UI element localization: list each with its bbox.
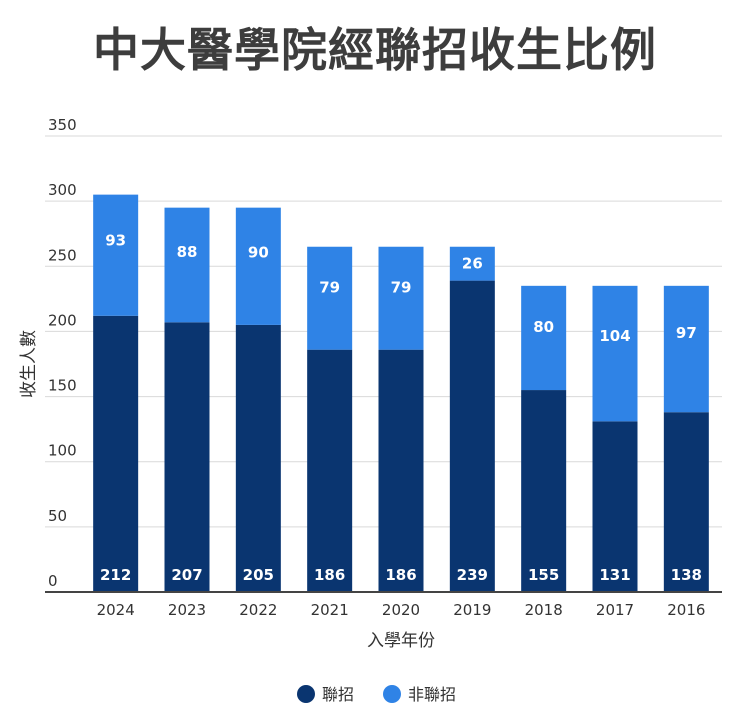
bars bbox=[93, 194, 709, 592]
data-label: 88 bbox=[177, 243, 198, 261]
y-tick-label: 300 bbox=[48, 181, 77, 199]
data-label: 207 bbox=[171, 566, 202, 584]
y-tick-label: 150 bbox=[48, 377, 77, 395]
y-tick-label: 350 bbox=[48, 116, 77, 134]
y-tick-label: 250 bbox=[48, 246, 77, 264]
data-label: 80 bbox=[533, 318, 554, 336]
data-label: 93 bbox=[105, 232, 126, 250]
bar-non-jupas-2017 bbox=[592, 285, 638, 422]
data-label: 155 bbox=[528, 566, 559, 584]
data-label: 138 bbox=[671, 566, 702, 584]
y-tick-label: 100 bbox=[48, 442, 77, 460]
legend: 聯招 非聯招 bbox=[297, 685, 456, 704]
y-tick-label: 0 bbox=[48, 572, 58, 590]
data-label: 90 bbox=[248, 243, 269, 261]
bar-jupas-2024 bbox=[93, 315, 139, 592]
legend-label: 聯招 bbox=[322, 685, 354, 704]
bar-non-jupas-2016 bbox=[663, 285, 709, 413]
data-label: 79 bbox=[319, 279, 340, 297]
bar-jupas-2021 bbox=[307, 349, 353, 592]
bar-non-jupas-2024 bbox=[93, 194, 139, 316]
x-tick-label: 2018 bbox=[525, 601, 563, 619]
legend-label: 非聯招 bbox=[408, 685, 456, 704]
data-label: 131 bbox=[599, 566, 630, 584]
x-tick-label: 2022 bbox=[239, 601, 277, 619]
x-tick-label: 2016 bbox=[667, 601, 705, 619]
data-label: 26 bbox=[462, 255, 483, 273]
bar-non-jupas-2020 bbox=[378, 246, 424, 350]
legend-marker bbox=[297, 685, 315, 703]
x-tick-label: 2021 bbox=[311, 601, 349, 619]
axes: 0 50 100 150 200 250 300 350 2024 2023 2022 2021 202… bbox=[45, 116, 722, 619]
bar-jupas-2017 bbox=[592, 421, 638, 592]
data-label: 212 bbox=[100, 566, 131, 584]
data-label: 205 bbox=[243, 566, 274, 584]
x-tick-label: 2020 bbox=[382, 601, 420, 619]
chart-title: 中大醫學院經聯招收生比例 bbox=[93, 23, 657, 77]
bar-jupas-2023 bbox=[164, 322, 210, 592]
bar-jupas-2016 bbox=[663, 412, 709, 592]
bar-jupas-2019 bbox=[449, 280, 495, 592]
y-tick-label: 50 bbox=[48, 507, 67, 525]
bar-non-jupas-2021 bbox=[307, 246, 353, 350]
bar-jupas-2018 bbox=[521, 390, 567, 592]
x-tick-label: 2023 bbox=[168, 601, 206, 619]
y-tick-label: 200 bbox=[48, 311, 77, 329]
data-label: 186 bbox=[385, 566, 416, 584]
legend-marker bbox=[383, 685, 401, 703]
bar-non-jupas-2023 bbox=[164, 207, 210, 323]
bar-non-jupas-2022 bbox=[235, 207, 281, 325]
x-tick-label: 2017 bbox=[596, 601, 634, 619]
data-label: 186 bbox=[314, 566, 345, 584]
bar-non-jupas-2018 bbox=[521, 285, 567, 391]
x-tick-label: 2024 bbox=[97, 601, 135, 619]
bar-jupas-2022 bbox=[235, 324, 281, 592]
bar-non-jupas-2019 bbox=[449, 246, 495, 281]
data-label: 239 bbox=[457, 566, 488, 584]
data-label: 104 bbox=[599, 327, 630, 345]
bar-jupas-2020 bbox=[378, 349, 424, 592]
data-label: 97 bbox=[676, 324, 697, 342]
x-axis-label: 入學年份 bbox=[367, 631, 435, 651]
data-label: 79 bbox=[391, 279, 412, 297]
data-labels: 212 93 207 88 205 90 186 79 186 79 239 26 155 80 131 10… bbox=[100, 232, 702, 584]
y-axis-label: 收生人數 bbox=[19, 330, 39, 398]
x-tick-label: 2019 bbox=[453, 601, 491, 619]
